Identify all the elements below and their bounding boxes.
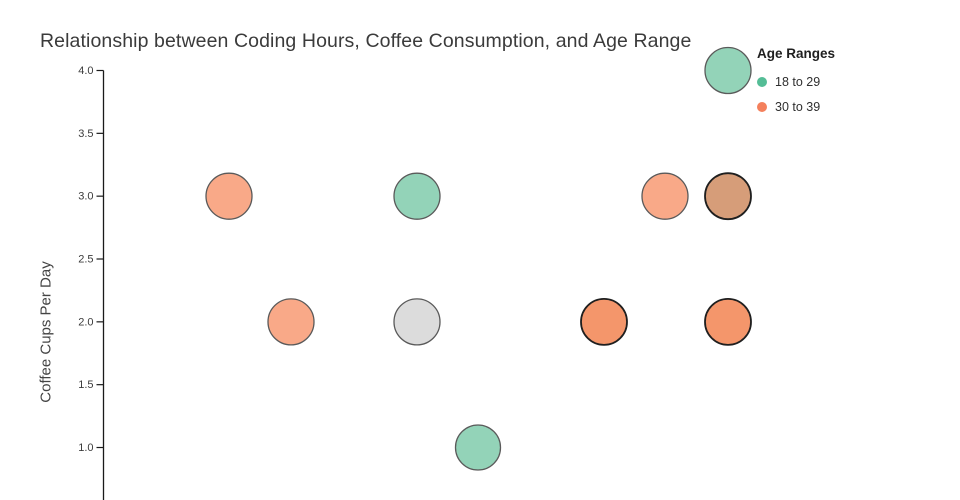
bubble[interactable] [704,46,752,95]
legend-item-label: 18 to 29 [775,74,821,89]
bubble[interactable] [393,172,441,220]
y-tick-label: 3.5 [78,128,93,140]
bubble[interactable] [641,172,689,220]
legend-title: Age Ranges [757,46,836,61]
bubble[interactable] [393,298,441,346]
chart-title: Relationship between Coding Hours, Coffe… [40,30,692,52]
bubble[interactable] [205,172,253,220]
bubble[interactable] [267,298,315,346]
y-tick-label: 2.0 [78,316,93,328]
y-axis-label: Coffee Cups Per Day [37,261,55,403]
y-tick-label: 1.5 [78,379,93,391]
legend-swatch-teal-icon [757,76,767,87]
legend-item-18-to-29[interactable]: 18 to 29 [757,69,835,94]
bubble[interactable] [704,297,752,346]
legend-item-30-to-39[interactable]: 30 to 39 [757,94,835,119]
bubble[interactable] [454,424,502,471]
legend-swatch-orange-icon [757,101,767,112]
y-tick-label: 2.5 [78,254,93,266]
y-tick-label: 4.0 [78,65,93,77]
y-tick-label: 3.0 [78,191,93,203]
bubble[interactable] [580,297,628,346]
legend-item-label: 30 to 39 [775,99,821,114]
bubble[interactable] [704,172,752,221]
legend: Age Ranges 18 to 29 30 to 39 [757,46,835,119]
y-tick-label: 1.0 [78,442,93,454]
